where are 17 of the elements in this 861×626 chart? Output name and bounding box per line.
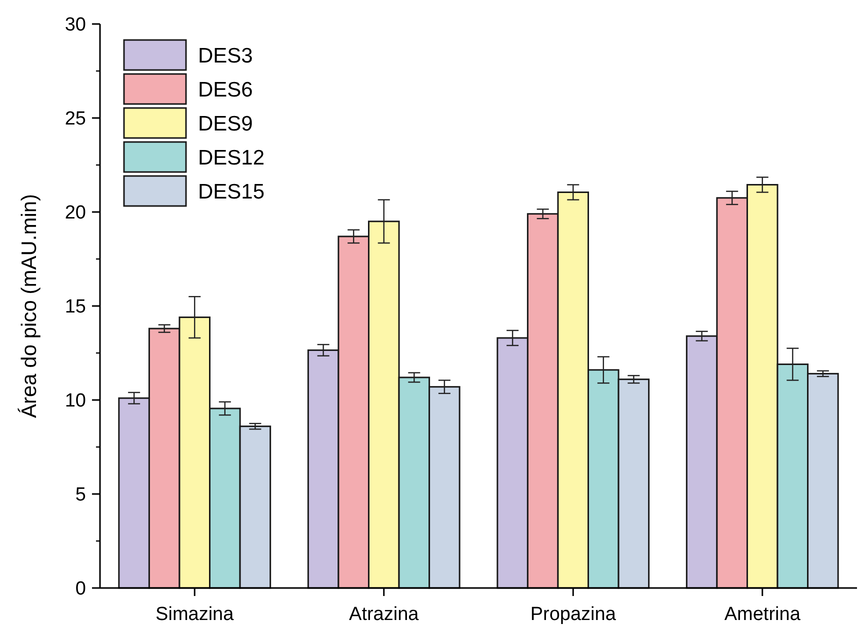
y-axis-title: Área do pico (mAU.min) [17, 194, 41, 418]
legend-label: DES6 [198, 78, 253, 102]
y-tick-label: 30 [64, 14, 86, 36]
y-tick-label: 25 [64, 108, 86, 130]
y-tick-label: 10 [64, 390, 86, 412]
y-tick-label: 0 [75, 578, 86, 600]
x-tick-label: Atrazina [349, 604, 420, 625]
y-tick-label: 5 [75, 484, 86, 506]
x-tick-label: Propazina [530, 604, 616, 625]
legend-label: DES9 [198, 112, 253, 136]
x-tick-label: Simazina [156, 604, 234, 625]
x-tick-label: Ametrina [724, 604, 801, 625]
legend-label: DES3 [198, 44, 253, 68]
legend-label: DES12 [198, 146, 265, 170]
y-tick-label: 20 [64, 202, 86, 224]
y-tick-label: 15 [64, 296, 86, 318]
legend-label: DES15 [198, 180, 265, 204]
